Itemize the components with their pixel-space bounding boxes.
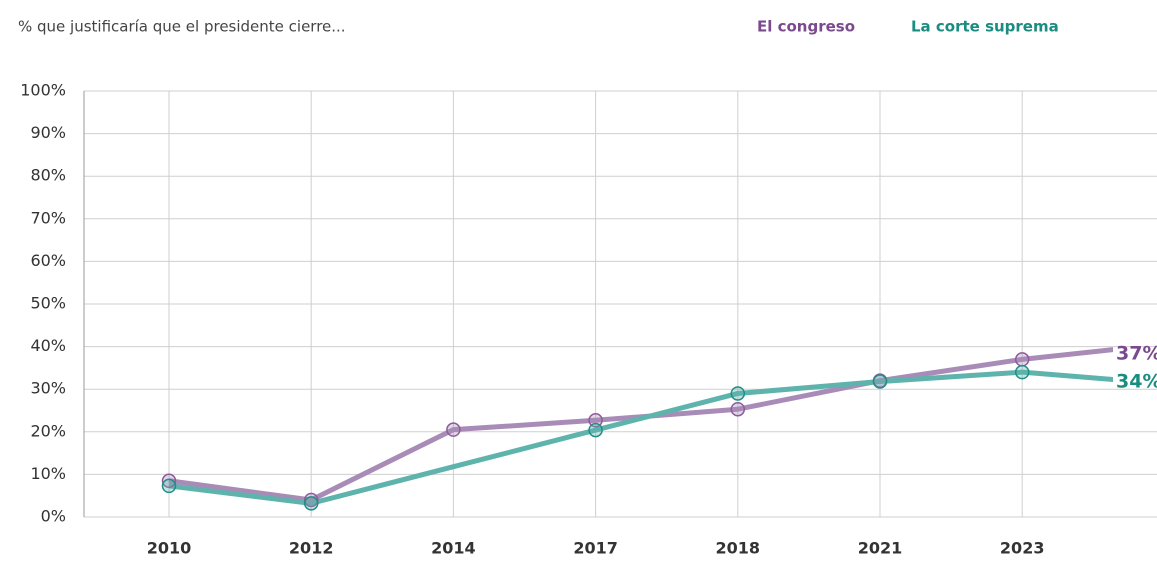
y-tick-label: 20%	[30, 421, 66, 440]
marker	[730, 386, 746, 401]
marker	[730, 401, 746, 417]
marker	[872, 374, 888, 389]
marker	[446, 422, 461, 437]
chart-title: % que justificaría que el presidente cie…	[18, 18, 346, 36]
marker	[303, 496, 319, 511]
marker	[161, 473, 177, 489]
marker	[1014, 352, 1030, 367]
y-tick-label: 80%	[30, 166, 66, 185]
marker	[588, 413, 603, 428]
marker	[303, 492, 319, 508]
y-tick-label: 60%	[30, 251, 66, 270]
x-tick-label: 2018	[716, 539, 761, 558]
x-tick-label: 2017	[573, 539, 618, 558]
y-tick-label: 30%	[30, 379, 66, 398]
end-label: 37%	[1116, 343, 1157, 365]
marker	[161, 478, 177, 494]
y-tick-label: 70%	[30, 208, 66, 227]
end-label: 34%	[1116, 371, 1157, 393]
legend-label: El congreso	[757, 18, 855, 36]
y-tick-label: 50%	[30, 294, 66, 313]
x-tick-label: 2014	[431, 539, 476, 558]
y-tick-label: 100%	[20, 81, 66, 100]
series-line	[168, 369, 1113, 506]
marker	[1014, 364, 1030, 380]
plot	[168, 347, 1113, 506]
x-tick-label: 2021	[858, 539, 903, 558]
y-tick-label: 10%	[30, 464, 66, 483]
x-tick-label: 2012	[289, 539, 334, 558]
marker	[588, 422, 603, 438]
y-tick-label: 90%	[30, 123, 66, 142]
legend-label: La corte suprema	[911, 18, 1059, 36]
x-tick-label: 2023	[1000, 539, 1045, 558]
series-line	[168, 347, 1113, 503]
y-tick-label: 0%	[41, 507, 66, 526]
y-tick-label: 40%	[30, 336, 66, 355]
x-tick-label: 2010	[147, 539, 192, 558]
